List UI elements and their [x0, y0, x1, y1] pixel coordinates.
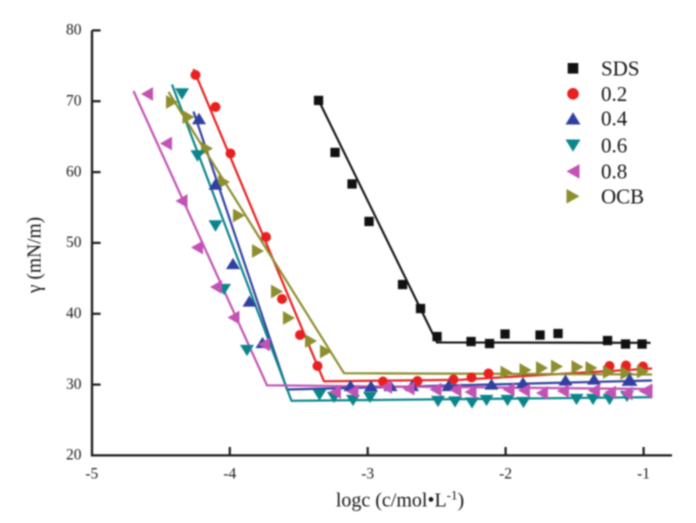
svg-text:80: 80	[66, 22, 82, 39]
svg-text:OCB: OCB	[601, 184, 644, 208]
svg-text:-3: -3	[361, 466, 374, 483]
svg-text:-1: -1	[637, 466, 650, 483]
svg-text:-4: -4	[223, 466, 236, 483]
svg-text:SDS: SDS	[601, 56, 640, 80]
svg-text:30: 30	[66, 376, 82, 393]
svg-text:logc (c/mol•L-1): logc (c/mol•L-1)	[336, 488, 464, 512]
svg-text:-2: -2	[499, 466, 512, 483]
svg-text:60: 60	[66, 163, 82, 180]
svg-text:-5: -5	[85, 466, 98, 483]
svg-text:0.4: 0.4	[601, 106, 628, 130]
svg-text:γ (mN/m): γ (mN/m)	[25, 217, 46, 294]
svg-text:0.8: 0.8	[601, 159, 627, 183]
svg-text:40: 40	[66, 305, 82, 322]
svg-text:20: 20	[66, 447, 82, 464]
svg-text:0.2: 0.2	[601, 82, 627, 106]
svg-text:70: 70	[66, 93, 82, 110]
svg-text:50: 50	[66, 234, 82, 251]
svg-text:0.6: 0.6	[601, 134, 627, 158]
